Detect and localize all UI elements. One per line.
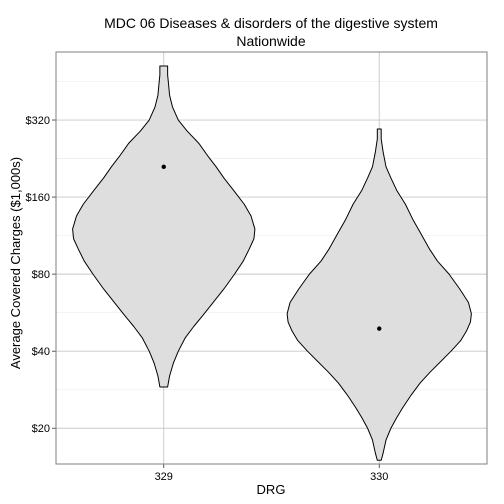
panel-border <box>55 51 488 465</box>
violin-marker-329 <box>161 164 166 170</box>
violin-330 <box>286 128 472 461</box>
chart-subtitle: Nationwide <box>236 33 305 49</box>
y-tick-label: $160 <box>26 192 50 204</box>
violin-329 <box>72 65 256 388</box>
x-tick-label: 330 <box>370 471 388 483</box>
violin-marker-330 <box>377 326 382 331</box>
y-tick-label: $320 <box>26 115 50 127</box>
plot-panel: $20 $40 $80 $160 $320 329 330 <box>26 51 488 483</box>
x-tick-label: 329 <box>155 471 173 483</box>
y-tick-label: $80 <box>32 269 50 281</box>
y-tick-label: $40 <box>32 346 50 358</box>
y-tick-label: $20 <box>32 423 50 435</box>
y-axis-title: Average Covered Charges ($1,000s) <box>8 157 23 369</box>
x-axis-title: DRG <box>257 482 286 497</box>
chart-title: MDC 06 Diseases & disorders of the diges… <box>104 15 438 31</box>
